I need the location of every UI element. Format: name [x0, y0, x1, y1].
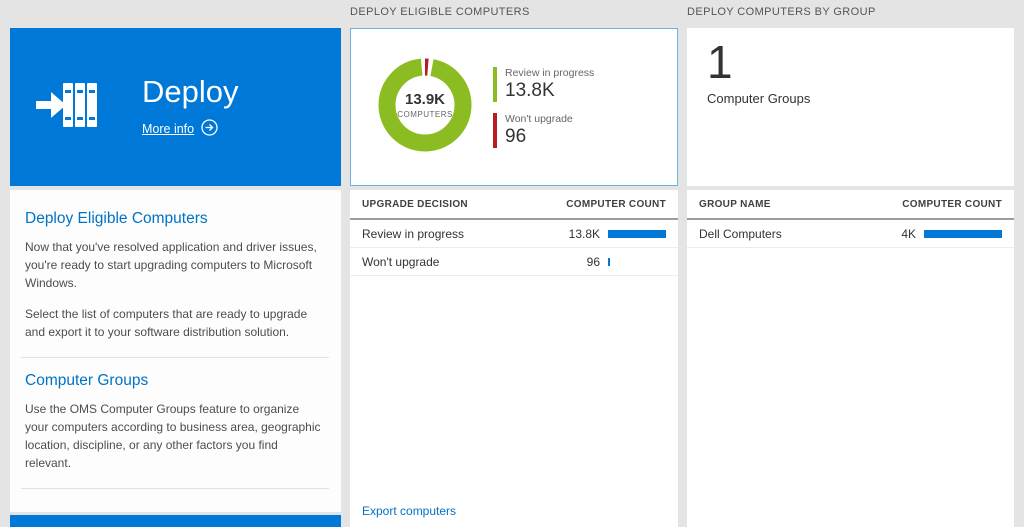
donut-legend: Review in progress 13.8K Won't upgrade 9… [493, 66, 595, 148]
section-divider [21, 488, 329, 489]
count-bar [608, 229, 666, 238]
section-paragraph: Select the list of computers that are re… [25, 307, 308, 339]
count-bar [924, 229, 1002, 238]
tile-title: Deploy [142, 74, 239, 110]
group-count-label: Computer Groups [707, 90, 811, 106]
legend-value: 13.8K [505, 79, 555, 101]
left-panel-footer-bar [10, 515, 341, 527]
column-header-group-name: GROUP NAME [699, 198, 771, 210]
section-divider [21, 357, 329, 358]
donut-center-value: 13.9K [405, 91, 445, 108]
table-row[interactable]: Review in progress 13.8K [350, 220, 678, 248]
row-label: Dell Computers [699, 226, 782, 241]
left-description-column: Deploy Eligible Computers Now that you'v… [10, 190, 341, 527]
row-bar-track [924, 229, 1002, 238]
row-bar-track [608, 257, 666, 266]
computer-groups-card[interactable]: 1 Computer Groups [687, 28, 1014, 186]
section-paragraph: Use the OMS Computer Groups feature to o… [25, 402, 321, 470]
eligible-computers-title: DEPLOY ELIGIBLE COMPUTERS [350, 6, 530, 18]
upgrade-decision-table: UPGRADE DECISION COMPUTER COUNT Review i… [350, 190, 678, 527]
legend-label: Won't upgrade [505, 112, 573, 125]
row-label: Won't upgrade [362, 254, 440, 269]
count-bar [608, 257, 610, 266]
legend-item-review-in-progress: Review in progress 13.8K [493, 66, 595, 102]
column-header-computer-count: COMPUTER COUNT [902, 198, 1002, 210]
section-paragraph: Now that you've resolved application and… [25, 240, 317, 290]
row-bar-track [608, 229, 666, 238]
group-name-table: GROUP NAME COMPUTER COUNT Dell Computers… [687, 190, 1014, 527]
export-computers-link[interactable]: Export computers [362, 504, 457, 518]
row-value: 13.8K [568, 226, 600, 241]
row-value: 4K [901, 226, 916, 241]
arrow-circle-icon[interactable] [201, 118, 218, 139]
column-header-computer-count: COMPUTER COUNT [566, 198, 666, 210]
legend-value: 96 [505, 125, 527, 147]
section-heading-deploy-eligible: Deploy Eligible Computers [25, 210, 208, 227]
column-header-upgrade-decision: UPGRADE DECISION [362, 198, 468, 210]
table-header: UPGRADE DECISION COMPUTER COUNT [350, 190, 678, 220]
donut-chart: 13.9K COMPUTERS [373, 53, 477, 162]
table-header: GROUP NAME COMPUTER COUNT [687, 190, 1014, 220]
donut-center-label: COMPUTERS [397, 110, 453, 119]
more-info-link[interactable]: More info [142, 121, 195, 136]
row-value: 96 [586, 254, 600, 269]
description-panel: Deploy Eligible Computers Now that you'v… [10, 190, 341, 512]
computers-by-group-title: DEPLOY COMPUTERS BY GROUP [687, 6, 876, 18]
group-count-value: 1 [707, 36, 733, 88]
table-row[interactable]: Won't upgrade 96 [350, 248, 678, 276]
row-label: Review in progress [362, 226, 465, 241]
legend-item-wont-upgrade: Won't upgrade 96 [493, 112, 594, 148]
legend-label: Review in progress [505, 66, 595, 79]
deploy-icon [36, 73, 100, 142]
section-heading-computer-groups: Computer Groups [25, 372, 149, 389]
deploy-tile[interactable]: Deploy More info [10, 28, 341, 186]
eligible-computers-card[interactable]: 13.9K COMPUTERS Review in progress 13.8K… [350, 28, 678, 186]
table-row[interactable]: Dell Computers 4K [687, 220, 1014, 248]
